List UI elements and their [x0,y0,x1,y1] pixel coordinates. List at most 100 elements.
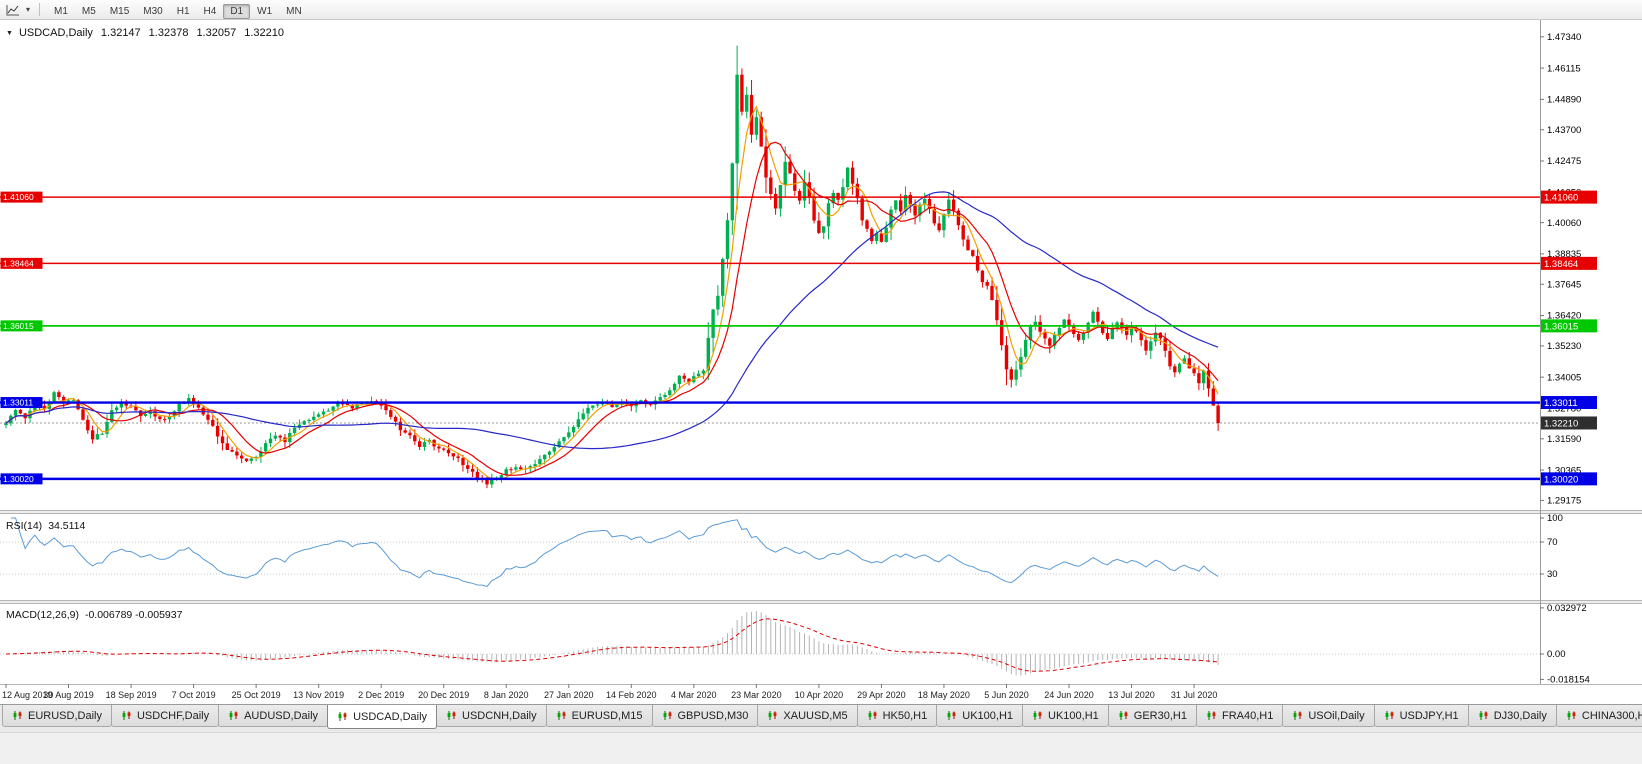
collapse-triangle-icon[interactable]: ▼ [6,29,13,37]
svg-text:1.41060: 1.41060 [3,192,34,202]
macd-level-label: -0.018154 [1547,675,1590,686]
svg-text:1.36015: 1.36015 [3,321,34,331]
price-tick-label: 1.44890 [1547,95,1581,106]
rsi-level-label: 100 [1547,513,1563,524]
candlestick-series [4,45,1220,489]
svg-text:1.38464: 1.38464 [1544,259,1578,270]
timeframe-button-m1[interactable]: M1 [54,5,68,17]
price-badge-1.41060: 1.41060 [1541,190,1597,204]
timeframe-button-group: M1 M5 M15 M30 H1 H4 D1 W1 MN [47,1,309,19]
date-label: 29 Apr 2020 [857,690,906,700]
chart-tab-hk50-h1[interactable]: HK50,H1 [856,705,938,727]
tab-chart-icon [663,711,671,720]
hline-1.41060[interactable]: 1.41060 [0,191,1540,203]
timeframe-button-m15[interactable]: M15 [109,5,130,17]
date-label: 18 May 2020 [918,690,970,700]
tab-label: CHINA300,H4 [1581,709,1642,722]
chart-tab-audusd-daily[interactable]: AUDUSD,Daily [218,705,329,727]
chart-tab-ger30-h1[interactable]: GER30,H1 [1107,705,1197,727]
chart-canvas[interactable]: 1.41060 1.38464 1.36015 1.33011 1.30020 1.473… [0,20,1642,704]
tab-label: EURUSD,M15 [571,709,643,722]
date-label: 30 Aug 2019 [43,690,94,700]
chart-type-icon[interactable] [4,4,22,16]
tab-chart-icon [1207,711,1216,720]
price-tick-label: 1.37645 [1547,279,1581,290]
tab-chart-icon [1033,711,1042,720]
chart-tab-dj30-daily[interactable]: DJ30,Daily [1467,705,1557,727]
date-label: 7 Oct 2019 [172,690,216,700]
chart-tab-usdjpy-h1[interactable]: USDJPY,H1 [1373,705,1469,727]
tab-chart-icon [229,711,238,720]
timeframe-button-m5[interactable]: M5 [81,5,96,17]
price-tick-label: 1.32780 [1547,404,1581,415]
tab-label: HK50,H1 [882,709,928,722]
date-label: 14 Feb 2020 [606,690,657,700]
tab-label: UK100,H1 [962,709,1014,722]
tab-chart-icon [557,711,565,720]
date-label: 20 Dec 2019 [418,690,469,700]
chart-tab-eurusd-daily[interactable]: EURUSD,Daily [2,705,112,727]
date-label: 13 Jul 2020 [1108,690,1155,700]
timeframe-button-h1[interactable]: H1 [176,5,190,17]
status-strip [0,732,1642,764]
price-tick-label: 1.42475 [1547,156,1581,167]
rsi-name: RSI(14) [6,520,43,532]
tab-chart-icon [769,711,777,720]
chart-tab-uk100-h1[interactable]: UK100,H1 [936,705,1024,727]
chart-type-caret-icon[interactable]: ▾ [26,5,31,14]
timeframe-button-d1[interactable]: D1 [223,3,251,19]
panel-splitter[interactable] [0,510,1642,514]
date-label: 31 Jul 2020 [1171,690,1218,700]
rsi-value: 34.5114 [48,520,86,532]
chart-tab-fra40-h1[interactable]: FRA40,H1 [1195,705,1284,727]
timeframe-button-m30[interactable]: M30 [143,5,163,17]
macd-indicator-label: MACD(12,26,9) -0.006789 -0.005937 [6,609,182,621]
chart-tab-usdchf-daily[interactable]: USDCHF,Daily [110,705,220,727]
chart-symbol-period: USDCAD,Daily [18,27,93,39]
hline-1.33011[interactable]: 1.33011 [0,397,1540,409]
tab-label: GBPUSD,M30 [677,709,749,722]
timeframe-button-w1[interactable]: W1 [257,5,273,17]
hline-1.36015[interactable]: 1.36015 [0,320,1540,332]
ohlc-high: 1.32378 [148,27,189,39]
chart-tab-xauusd-m5[interactable]: XAUUSD,M5 [757,705,858,727]
date-label: 10 Apr 2020 [795,690,844,700]
price-tick-label: 1.36420 [1547,311,1581,322]
chart-tab-usdcad-daily[interactable]: USDCAD,Daily [327,705,438,729]
svg-text:1.30020: 1.30020 [1544,474,1578,485]
chart-tab-usoil-daily[interactable]: USOil,Daily [1282,705,1375,727]
chart-tab-eurusd-m15[interactable]: EURUSD,M15 [545,705,653,727]
chart-tab-gbpusd-m30[interactable]: GBPUSD,M30 [651,705,759,727]
date-label: 25 Oct 2019 [232,690,281,700]
hline-1.30020[interactable]: 1.30020 [0,473,1540,485]
panel-splitter[interactable] [0,600,1642,604]
svg-text:1.30020: 1.30020 [3,474,34,484]
tab-label: UK100,H1 [1048,709,1099,722]
svg-text:1.36015: 1.36015 [1544,321,1578,332]
line-chart-icon [6,4,19,15]
chart-tab-usdcnh-daily[interactable]: USDCNH,Daily [436,705,547,727]
hline-1.38464[interactable]: 1.38464 [0,257,1540,269]
tab-chart-icon [1567,711,1576,720]
chart-tab-china300-h4[interactable]: CHINA300,H4 [1555,705,1642,727]
tab-chart-icon [868,711,877,720]
timeframe-button-mn[interactable]: MN [286,5,302,17]
top-toolbar: ▾ M1 M5 M15 M30 H1 H4 D1 W1 MN [0,0,1642,20]
price-tick-label: 1.31590 [1547,434,1581,445]
timeframe-button-h4[interactable]: H4 [203,5,217,17]
rsi-indicator-label: RSI(14) 34.5114 [6,520,85,532]
price-tick-label: 1.46115 [1547,63,1581,74]
ohlc-close: 1.32210 [244,27,284,39]
date-label: 27 Jan 2020 [544,690,594,700]
svg-text:1.32210: 1.32210 [1544,418,1578,429]
tab-label: USDCAD,Daily [353,710,428,723]
date-label: 5 Jun 2020 [984,690,1029,700]
price-badge-1.33011: 1.33011 [1541,396,1597,410]
price-tick-label: 1.40060 [1547,218,1581,229]
tab-label: AUDUSD,Daily [244,709,319,722]
chart-tab-uk100-h1[interactable]: UK100,H1 [1022,705,1109,727]
price-badge-1.30020: 1.30020 [1541,472,1597,486]
ohlc-open: 1.32147 [100,27,141,39]
date-label: 8 Jan 2020 [484,690,529,700]
tab-label: USOil,Daily [1308,709,1365,722]
